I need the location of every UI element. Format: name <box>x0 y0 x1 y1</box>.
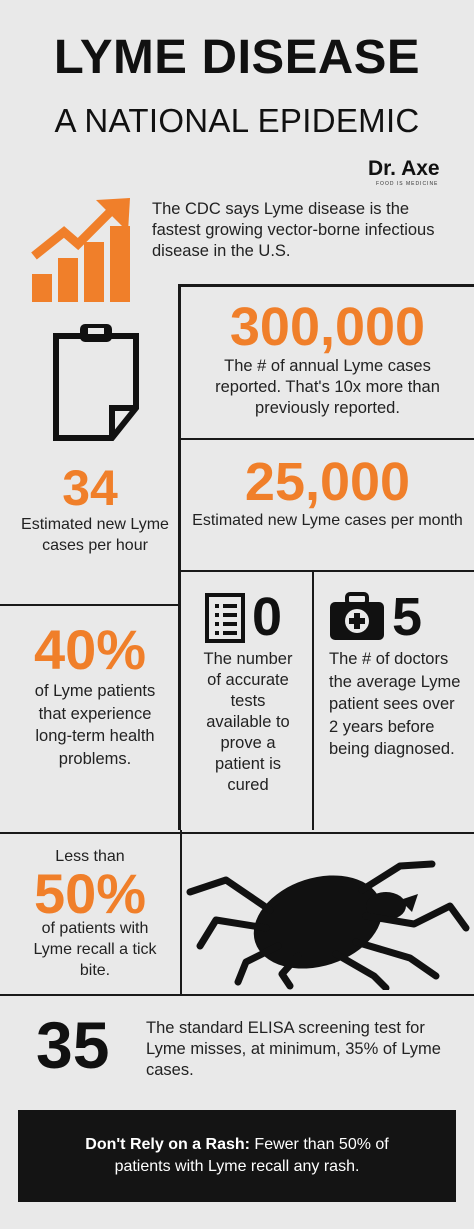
divider-tests-doctors <box>312 571 314 830</box>
stat-elisa-text: The standard ELISA screening test for Ly… <box>146 1019 441 1079</box>
stat-monthly-value: 25,000 <box>244 452 411 512</box>
brand-tagline: FOOD IS MEDICINE <box>376 181 439 187</box>
growth-chart-icon <box>31 198 130 302</box>
intro-text: The CDC says Lyme disease is the fastest… <box>152 200 435 260</box>
divider-annual <box>178 438 474 440</box>
stat-longterm-text: of Lyme patients that experience long-te… <box>34 682 156 768</box>
footer-callout: Don't Rely on a Rash: Fewer than 50% of … <box>18 1110 456 1202</box>
stat-tickbite-text: of patients with Lyme recall a tick bite… <box>33 920 157 979</box>
stat-hourly-value: 34 <box>62 460 118 516</box>
brand-logo: Dr. Axe <box>368 157 440 180</box>
stat-annual-text: The # of annual Lyme cases reported. Tha… <box>215 357 440 417</box>
stat-monthly-text: Estimated new Lyme cases per month <box>192 512 463 529</box>
stat-tests-text: The number of accurate tests available t… <box>203 650 293 794</box>
footer-bold: Don't Rely on a Rash: <box>85 1136 250 1153</box>
stat-tickbite-value: 50% <box>33 862 147 925</box>
divider-monthly <box>178 570 474 572</box>
stat-doctors-text: The # of doctors the average Lyme patien… <box>329 650 461 758</box>
stat-hourly-text: Estimated new Lyme cases per hour <box>21 516 169 554</box>
stat-tickbite-prefix: Less than <box>55 848 125 865</box>
medical-kit-icon <box>330 592 384 640</box>
stat-tests-value: 0 <box>252 587 283 647</box>
divider-vertical-main <box>178 285 181 830</box>
stat-doctors-value: 5 <box>392 587 423 647</box>
stat-longterm-value: 40% <box>33 618 147 681</box>
divider-elisa <box>0 994 474 996</box>
tick-silhouette-icon <box>186 860 470 990</box>
divider-stub <box>178 572 180 576</box>
stat-annual-value: 300,000 <box>229 297 426 357</box>
page-title: LYME DISEASE <box>53 31 421 84</box>
divider-bottom <box>0 832 474 834</box>
divider-vertical-tick <box>180 830 182 994</box>
divider-top <box>178 284 474 287</box>
clipboard-icon <box>53 324 139 441</box>
page-subtitle: A NATIONAL EPIDEMIC <box>54 102 420 139</box>
divider-hourly <box>0 604 180 606</box>
stat-elisa-value: 35 <box>36 1008 110 1082</box>
document-list-icon <box>205 593 245 643</box>
footer-text: Fewer than 50% of patients with Lyme rec… <box>114 1136 389 1175</box>
